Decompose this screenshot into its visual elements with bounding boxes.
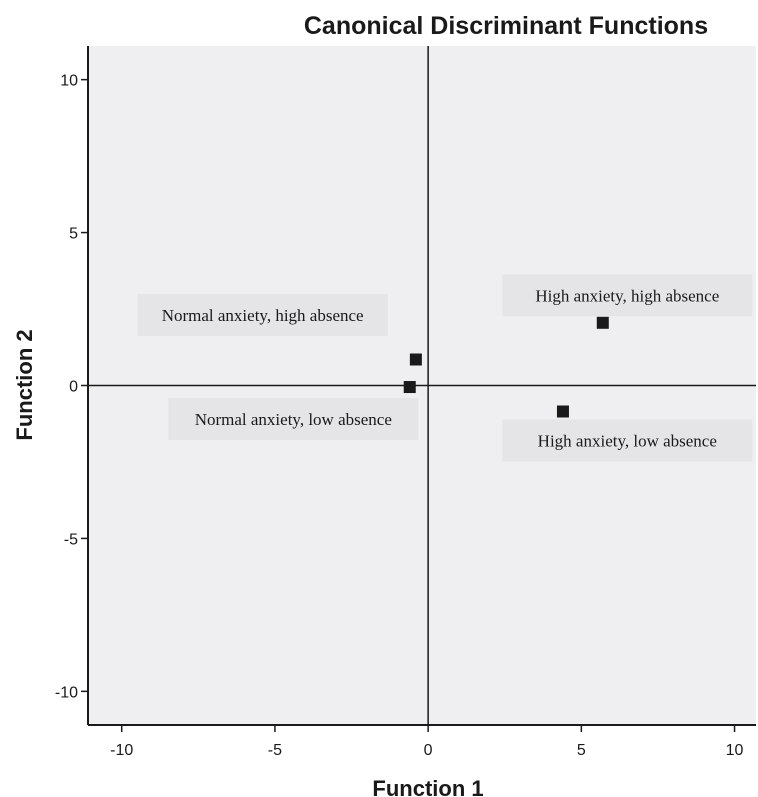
group-label-box [137, 294, 388, 337]
group-label-text: Normal anxiety, high absence [162, 306, 364, 325]
group-label-text: High anxiety, low absence [538, 432, 717, 451]
y-tick-label: 10 [60, 73, 78, 90]
x-tick-label: -10 [110, 742, 133, 759]
x-tick-label: 5 [577, 742, 586, 759]
x-tick-label: 0 [424, 742, 433, 759]
group-label-box [502, 419, 753, 462]
x-axis-label: Function 1 [372, 776, 483, 797]
x-tick-label: 10 [726, 742, 744, 759]
group-label-text: High anxiety, high absence [535, 286, 719, 305]
chart-title: Canonical Discriminant Functions [304, 12, 708, 40]
group-label-box [168, 398, 419, 441]
group-label-text: Normal anxiety, low absence [195, 410, 392, 429]
y-axis-label: Function 2 [12, 329, 37, 440]
group-label-box [502, 274, 753, 317]
plot-area: -10 -5 0 5 10 -10 -5 0 5 10 Normal anxiety, high a… [55, 46, 756, 759]
y-tick-label: 5 [69, 226, 78, 243]
centroid-marker [596, 316, 609, 329]
x-tick-label: -5 [268, 742, 282, 759]
y-tick-label: -5 [64, 531, 78, 548]
centroid-marker [409, 353, 422, 366]
y-tick-label: 0 [69, 379, 78, 396]
centroid-marker [403, 381, 416, 394]
y-tick-label: -10 [55, 684, 78, 701]
centroid-marker [556, 405, 569, 418]
